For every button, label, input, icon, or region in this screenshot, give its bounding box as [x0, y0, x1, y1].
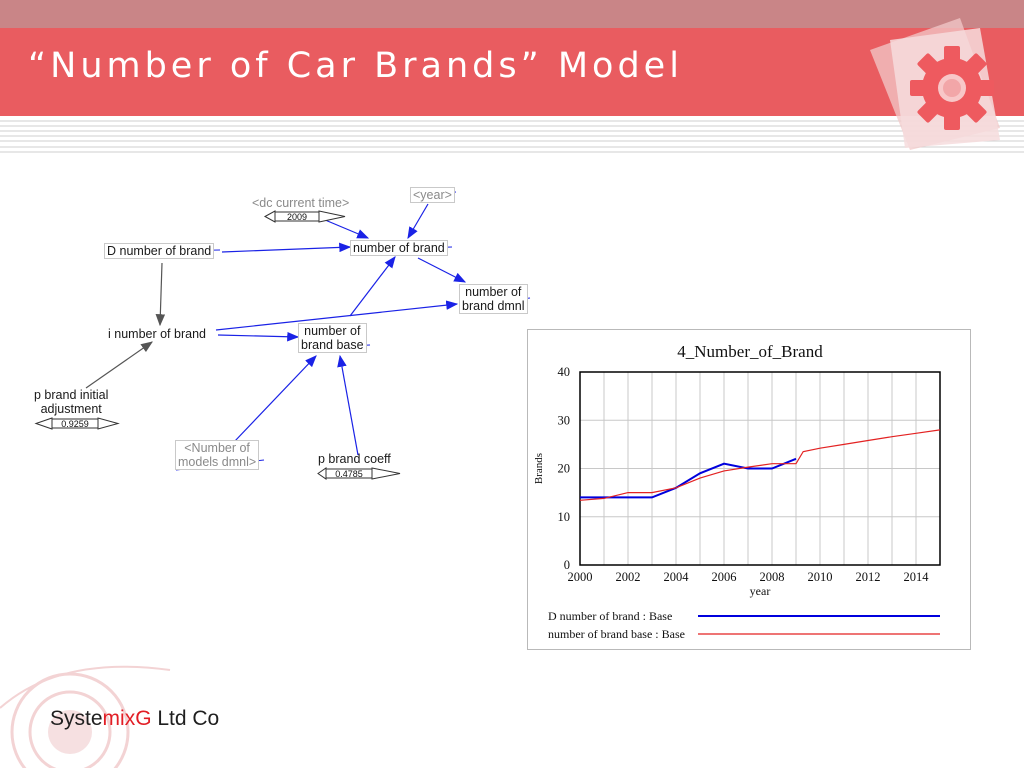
- y-tick-label: 30: [558, 413, 571, 427]
- header-rule-lines: [0, 120, 1024, 153]
- plot-frame: [579, 371, 941, 566]
- x-tick-label: 2000: [568, 570, 593, 584]
- legend-label-2: number of brand base : Base: [548, 627, 685, 641]
- dc-current-time-value[interactable]: 2009: [286, 212, 308, 222]
- chart-panel: 4_Number_of_Brand 2000 2002 2004 2006 2008 20…: [527, 329, 971, 650]
- p-brand-initial-adjustment-value[interactable]: 0.9259: [61, 419, 89, 429]
- company-logo: SystemixG Ltd Co: [50, 707, 219, 731]
- x-tick-label: 2008: [760, 570, 785, 584]
- x-tick-label: 2006: [712, 570, 737, 584]
- series-line-1: [580, 457, 797, 499]
- causal-diagram: <dc current time> 2009 <year> D number o…: [0, 170, 560, 490]
- var-year: <year>: [410, 187, 455, 203]
- y-tick-label: 0: [564, 558, 570, 572]
- y-tick-label: 10: [558, 510, 571, 524]
- var-number-of-models-dmnl: <Number of models dmnl>: [175, 440, 260, 470]
- chart-title: 4_Number_of_Brand: [677, 342, 823, 361]
- var-p-brand-initial-adjustment-line2: adjustment: [40, 402, 102, 416]
- slide-title: “Number of Car Brands” Model: [28, 46, 683, 86]
- var-i-number-of-brand: i number of brand: [108, 327, 206, 341]
- p-brand-coeff-value[interactable]: 0.4785: [335, 469, 363, 479]
- slider-p-brand-initial-adjustment: [34, 417, 120, 430]
- slider-p-brand-coeff: [317, 467, 401, 480]
- x-axis-label: year: [750, 584, 771, 598]
- var-number-of-models-dmnl-line1: <Number of: [184, 441, 250, 455]
- slider-dc-current-time: [263, 210, 346, 223]
- var-d-number-of-brand: D number of brand: [104, 243, 215, 259]
- logo-mid: mixG: [102, 707, 152, 730]
- var-number-of-brand-dmnl: number of brand dmnl: [459, 284, 528, 314]
- y-tick-label: 20: [558, 462, 571, 476]
- var-number-of-brand-base-line2: brand base: [301, 338, 364, 352]
- var-p-brand-initial-adjustment: p brand initial adjustment: [34, 388, 108, 416]
- x-tick-label: 2012: [856, 570, 881, 584]
- x-tick-label: 2002: [616, 570, 641, 584]
- series-line-2: [579, 429, 941, 501]
- header-top-strip: [0, 0, 1024, 28]
- watermark-gear-icon: [0, 665, 171, 768]
- y-tick-label: 40: [558, 365, 571, 379]
- y-axis-label: Brands: [533, 453, 545, 484]
- legend-label-1: D number of brand : Base: [548, 609, 672, 623]
- gear-icon: [870, 18, 1000, 150]
- logo-suffix: Ltd Co: [151, 707, 220, 730]
- var-number-of-brand-dmnl-line1: number of: [465, 285, 522, 299]
- var-p-brand-initial-adjustment-line1: p brand initial: [34, 388, 109, 402]
- x-tick-label: 2010: [808, 570, 833, 584]
- logo-prefix: Syste: [50, 707, 103, 730]
- var-number-of-brand-base-line1: number of: [304, 324, 361, 338]
- var-p-brand-coeff: p brand coeff: [318, 452, 391, 466]
- var-dc-current-time: <dc current time>: [252, 196, 350, 210]
- var-number-of-models-dmnl-line2: models dmnl>: [178, 455, 257, 469]
- title-band: [0, 28, 1024, 116]
- var-number-of-brand-dmnl-line2: brand dmnl: [462, 299, 525, 313]
- var-number-of-brand: number of brand: [350, 240, 448, 256]
- line-chart: 2000 2002 2004 2006 2008 2010 2012 2014 0 10 20 30 4…: [533, 365, 941, 641]
- x-tick-label: 2004: [664, 570, 690, 584]
- var-number-of-brand-base: number of brand base: [298, 323, 367, 353]
- x-tick-label: 2014: [904, 570, 930, 584]
